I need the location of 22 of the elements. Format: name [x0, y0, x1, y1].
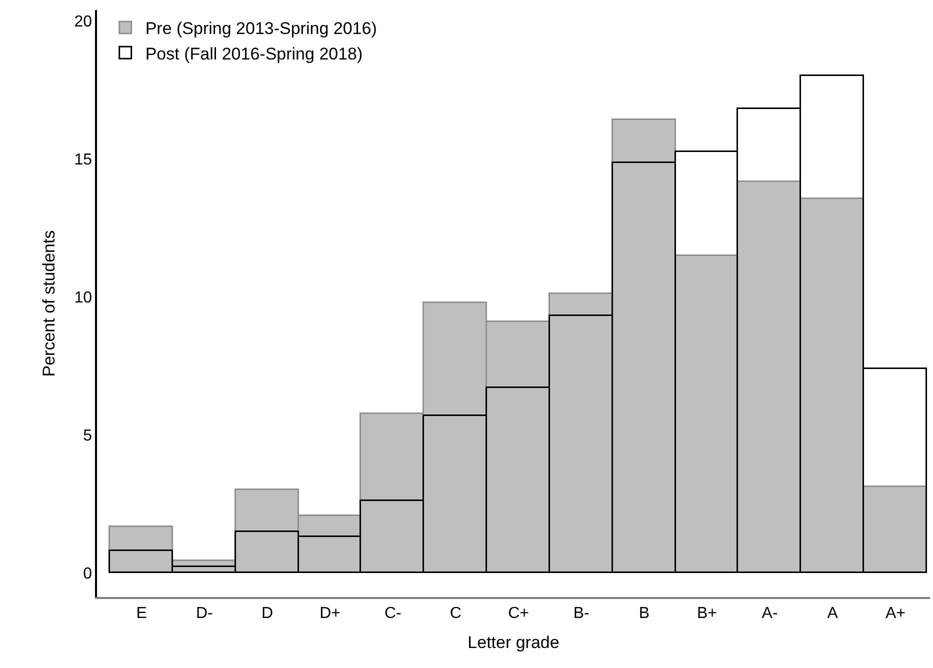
y-axis-title: Percent of students — [39, 230, 58, 377]
x-tick-label: E — [136, 605, 147, 622]
x-tick-label: B- — [573, 605, 590, 622]
x-tick-label: D — [261, 605, 274, 622]
x-tick-label: B+ — [696, 605, 717, 622]
x-tick-label: C- — [384, 605, 402, 622]
x-tick-label: C+ — [508, 605, 529, 622]
legend-label: Post (Fall 2016-Spring 2018) — [145, 44, 363, 64]
legend-label: Pre (Spring 2013-Spring 2016) — [145, 19, 377, 38]
y-tick-label: 0 — [83, 566, 92, 583]
y-tick-label: 20 — [74, 14, 92, 31]
y-tick-label: 10 — [74, 290, 92, 307]
x-tick-label: C — [450, 605, 462, 622]
x-axis-title: Letter grade — [468, 633, 560, 652]
x-tick-label: A- — [762, 605, 778, 622]
x-tick-label: B — [638, 605, 650, 622]
y-tick-label: 5 — [83, 428, 92, 445]
x-tick-label: D+ — [320, 605, 341, 622]
y-tick-label: 15 — [74, 152, 92, 169]
x-tick-label: A+ — [885, 605, 906, 622]
x-tick-label: D- — [196, 605, 213, 622]
x-tick-label: A — [827, 605, 838, 622]
